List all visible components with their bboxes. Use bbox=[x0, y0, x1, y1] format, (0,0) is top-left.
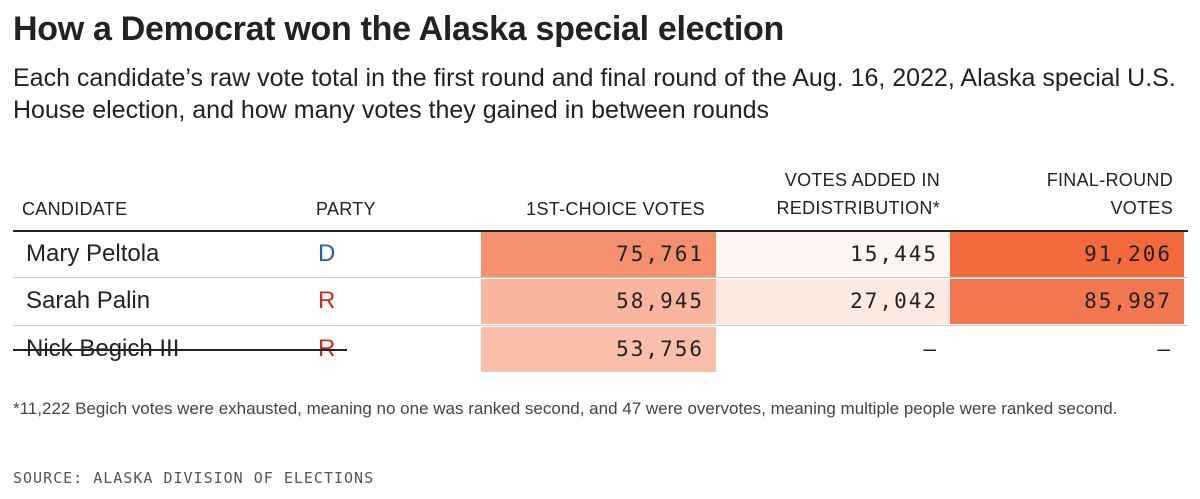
header-first-choice-votes: 1ST-CHOICE VOTES bbox=[526, 199, 705, 219]
chart-subtitle: Each candidate’s raw vote total in the f… bbox=[13, 64, 1176, 124]
header-divider bbox=[13, 230, 1188, 232]
footnote: *11,222 Begich votes were exhausted, mea… bbox=[13, 399, 1118, 418]
final-round-cell: 85,987 bbox=[950, 279, 1184, 324]
row-divider bbox=[13, 325, 1188, 326]
final-round-cell: – bbox=[1157, 337, 1172, 361]
party-label: D bbox=[318, 240, 336, 267]
header-candidate: CANDIDATE bbox=[22, 199, 128, 219]
candidate-name: Sarah Palin bbox=[26, 287, 151, 314]
eliminated-strikethrough bbox=[13, 349, 347, 351]
header-votes-added: VOTES ADDED IN REDISTRIBUTION* bbox=[776, 166, 940, 222]
source-note: SOURCE: ALASKA DIVISION OF ELECTIONS bbox=[13, 469, 375, 487]
candidate-name: Mary Peltola bbox=[26, 240, 160, 267]
candidate-name: Nick Begich III bbox=[26, 335, 180, 362]
votes-added-cell: 27,042 bbox=[716, 279, 950, 324]
header-final-round-line1: FINAL-ROUND bbox=[1046, 170, 1173, 190]
row-divider bbox=[13, 277, 1188, 278]
header-party: PARTY bbox=[316, 199, 376, 219]
votes-added-cell: – bbox=[923, 337, 938, 361]
chart-title: How a Democrat won the Alaska special el… bbox=[13, 10, 784, 48]
header-votes-added-line1: VOTES ADDED IN bbox=[784, 170, 940, 190]
first-choice-cell: 58,945 bbox=[481, 279, 716, 324]
first-choice-cell: 53,756 bbox=[481, 327, 716, 372]
party-label: R bbox=[318, 287, 336, 314]
votes-added-cell: 15,445 bbox=[716, 232, 950, 277]
header-final-round-line2: VOTES bbox=[1110, 198, 1173, 218]
header-final-round-votes: FINAL-ROUND VOTES bbox=[1047, 166, 1173, 222]
first-choice-cell: 75,761 bbox=[481, 232, 716, 277]
party-label: R bbox=[318, 334, 335, 364]
header-votes-added-line2: REDISTRIBUTION* bbox=[776, 198, 940, 218]
final-round-cell: 91,206 bbox=[950, 232, 1184, 277]
